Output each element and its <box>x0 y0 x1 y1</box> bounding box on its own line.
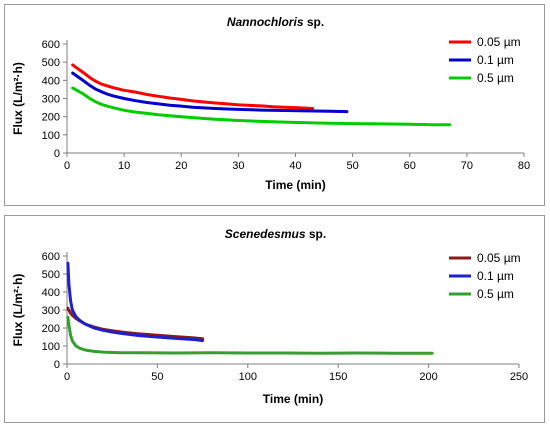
legend-label: 0.1 µm <box>477 269 514 283</box>
chart-panel-nannochloris: Nannochloris sp. 0 100 200 300 400 500 600 0 10 20… <box>4 4 545 206</box>
chart-title: Scenedesmus sp. <box>225 227 326 241</box>
chart-title-suffix: sp. <box>306 227 327 241</box>
x-tick-label: 200 <box>419 371 437 383</box>
series-line-2 <box>71 71 349 114</box>
y-tick-label: 0 <box>54 359 60 371</box>
x-tick-label: 80 <box>518 160 530 172</box>
chart-title: Nannochloris sp. <box>227 15 324 29</box>
y-axis-label: Flux (L/m²·h) <box>11 62 25 135</box>
legend-label: 0.5 µm <box>477 287 514 301</box>
y-tick-label: 600 <box>42 39 60 51</box>
x-tick-label: 60 <box>404 160 416 172</box>
legend-label: 0.05 µm <box>477 251 521 265</box>
legend-label: 0.1 µm <box>477 53 514 67</box>
x-tick-label: 50 <box>151 371 163 383</box>
series-line-1 <box>71 63 315 110</box>
x-tick-label: 20 <box>175 160 187 172</box>
chart-nannochloris: Nannochloris sp. 0 100 200 300 400 500 600 0 10 20… <box>11 15 530 192</box>
chart-title-suffix: sp. <box>304 15 325 29</box>
x-axis-label: Time (min) <box>265 178 325 192</box>
y-tick-label: 600 <box>42 251 60 263</box>
y-tick-label: 300 <box>42 94 60 106</box>
x-tick-label: 150 <box>329 371 347 383</box>
legend-label: 0.05 µm <box>477 35 521 49</box>
x-tick-label: 0 <box>64 371 70 383</box>
y-tick-label: 300 <box>42 305 60 317</box>
x-tick-label: 40 <box>289 160 301 172</box>
y-tick-label: 500 <box>42 57 60 69</box>
x-tick-label: 50 <box>347 160 359 172</box>
chart-title-species: Nannochloris <box>227 15 304 29</box>
chart-scenedesmus: Scenedesmus sp. 0 100 200 300 400 500 600 0 50 100… <box>11 227 528 406</box>
series-line-3 <box>66 315 434 355</box>
x-tick-label: 10 <box>118 160 130 172</box>
y-axis-label: Flux (L/m²·h) <box>11 274 25 347</box>
y-tick-label: 400 <box>42 287 60 299</box>
chart-panel-scenedesmus: Scenedesmus sp. 0 100 200 300 400 500 600 0 50 100… <box>4 215 545 423</box>
chart-title-species: Scenedesmus <box>225 227 306 241</box>
x-tick-label: 250 <box>510 371 528 383</box>
y-tick-label: 0 <box>54 148 60 160</box>
x-tick-label: 30 <box>232 160 244 172</box>
x-tick-label: 0 <box>64 160 70 172</box>
y-tick-label: 400 <box>42 75 60 87</box>
y-tick-label: 200 <box>42 112 60 124</box>
x-tick-label: 70 <box>461 160 473 172</box>
y-tick-label: 200 <box>42 323 60 335</box>
series-line-2 <box>66 261 205 343</box>
series-line-3 <box>71 86 452 127</box>
x-axis-label: Time (min) <box>263 392 323 406</box>
legend-label: 0.5 µm <box>477 71 514 85</box>
y-tick-label: 500 <box>42 269 60 281</box>
x-tick-label: 100 <box>239 371 257 383</box>
y-tick-label: 100 <box>42 130 60 142</box>
y-tick-label: 100 <box>42 341 60 353</box>
